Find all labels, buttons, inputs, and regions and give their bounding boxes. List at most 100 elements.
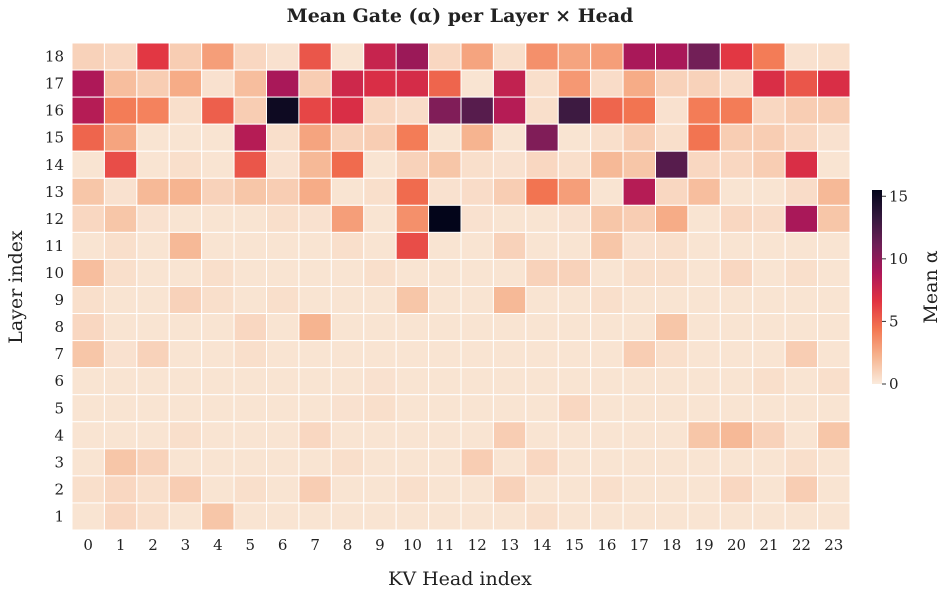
- heatmap-cell: [525, 96, 559, 125]
- heatmap-cell: [817, 204, 851, 233]
- heatmap-cell: [168, 313, 203, 342]
- heatmap-cell: [330, 258, 365, 288]
- heatmap-cell: [817, 502, 851, 531]
- heatmap-cell: [622, 231, 656, 260]
- heatmap-cell: [557, 69, 592, 98]
- heatmap-cell: [590, 340, 624, 369]
- heatmap-cell: [363, 150, 397, 179]
- heatmap-cell: [752, 204, 786, 233]
- heatmap-cell: [71, 313, 105, 342]
- heatmap-cell: [784, 475, 819, 504]
- heatmap-cell: [622, 150, 656, 179]
- heatmap-cell: [168, 475, 203, 504]
- heatmap-cell: [719, 286, 754, 315]
- heatmap-cell: [460, 286, 494, 315]
- heatmap-cell: [655, 475, 689, 504]
- heatmap-cell: [784, 421, 819, 450]
- heatmap-cell: [103, 313, 138, 342]
- x-tick-label: 7: [310, 536, 320, 554]
- heatmap-cell: [622, 394, 656, 423]
- heatmap-cell: [687, 286, 721, 315]
- heatmap-cell: [719, 421, 754, 450]
- heatmap-cell: [460, 258, 494, 288]
- heatmap-cell: [201, 204, 235, 233]
- heatmap-cell: [492, 367, 527, 396]
- heatmap-cell: [330, 150, 365, 179]
- heatmap-cell: [622, 340, 656, 369]
- heatmap-cell: [492, 502, 527, 531]
- heatmap-cell: [71, 258, 105, 288]
- colorbar-label: Mean α: [920, 250, 942, 323]
- heatmap-cell: [136, 448, 170, 477]
- heatmap-cell: [71, 150, 105, 179]
- heatmap-cell: [752, 448, 786, 477]
- heatmap-cell: [817, 475, 851, 504]
- heatmap-cell: [525, 150, 559, 179]
- heatmap-cell: [395, 231, 430, 260]
- heatmap-cell: [233, 313, 267, 342]
- heatmap-cell: [687, 69, 721, 98]
- heatmap-cell: [103, 340, 138, 369]
- heatmap-cell: [71, 502, 105, 531]
- heatmap-cell: [525, 313, 559, 342]
- heatmap-cell: [168, 69, 203, 98]
- heatmap-cell: [460, 231, 494, 260]
- heatmap-cell: [298, 204, 332, 233]
- heatmap-cell: [622, 258, 656, 288]
- heatmap-cell: [428, 150, 462, 179]
- heatmap-cell: [590, 421, 624, 450]
- heatmap-cell: [719, 150, 754, 179]
- heatmap-cell: [71, 69, 105, 98]
- heatmap-cell: [525, 448, 559, 477]
- heatmap-cell: [622, 313, 656, 342]
- x-tick-label: 8: [343, 536, 353, 554]
- heatmap-cell: [622, 123, 656, 152]
- colorbar-tick-label: 5: [889, 312, 899, 330]
- heatmap-cell: [363, 204, 397, 233]
- heatmap-cell: [103, 286, 138, 315]
- heatmap-cell: [201, 286, 235, 315]
- heatmap-cell: [817, 231, 851, 260]
- heatmap-cell: [817, 421, 851, 450]
- heatmap-cell: [233, 123, 267, 152]
- heatmap-cell: [622, 42, 656, 71]
- heatmap-cell: [492, 177, 527, 206]
- heatmap-cell: [136, 123, 170, 152]
- heatmap-cell: [752, 394, 786, 423]
- heatmap-cell: [103, 150, 138, 179]
- heatmap-cell: [71, 448, 105, 477]
- heatmap-cell: [784, 313, 819, 342]
- heatmap-cell: [71, 475, 105, 504]
- heatmap-cell: [363, 367, 397, 396]
- heatmap-cell: [395, 502, 430, 531]
- heatmap-cell: [687, 123, 721, 152]
- heatmap-cell: [395, 69, 430, 98]
- heatmap-cell: [298, 340, 332, 369]
- heatmap-cell: [492, 96, 527, 125]
- heatmap-cell: [752, 502, 786, 531]
- heatmap-cell: [687, 258, 721, 288]
- heatmap-cell: [655, 394, 689, 423]
- heatmap-cell: [784, 177, 819, 206]
- heatmap-cell: [752, 123, 786, 152]
- heatmap-cell: [136, 204, 170, 233]
- heatmap-cell: [817, 69, 851, 98]
- heatmap-cell: [395, 313, 430, 342]
- heatmap-cell: [330, 42, 365, 71]
- heatmap-cell: [363, 448, 397, 477]
- heatmap-cell: [622, 448, 656, 477]
- heatmap-cell: [330, 286, 365, 315]
- heatmap-cell: [266, 231, 300, 260]
- heatmap-cell: [460, 96, 494, 125]
- heatmap-cell: [136, 421, 170, 450]
- x-tick-label: 12: [468, 536, 487, 554]
- heatmap-cell: [557, 204, 592, 233]
- heatmap-cell: [428, 96, 462, 125]
- heatmap-cell: [460, 448, 494, 477]
- heatmap-cell: [622, 96, 656, 125]
- heatmap-cell: [395, 96, 430, 125]
- y-tick-label: 7: [54, 345, 64, 363]
- heatmap-cell: [168, 231, 203, 260]
- heatmap-cell: [233, 502, 267, 531]
- heatmap-cell: [590, 448, 624, 477]
